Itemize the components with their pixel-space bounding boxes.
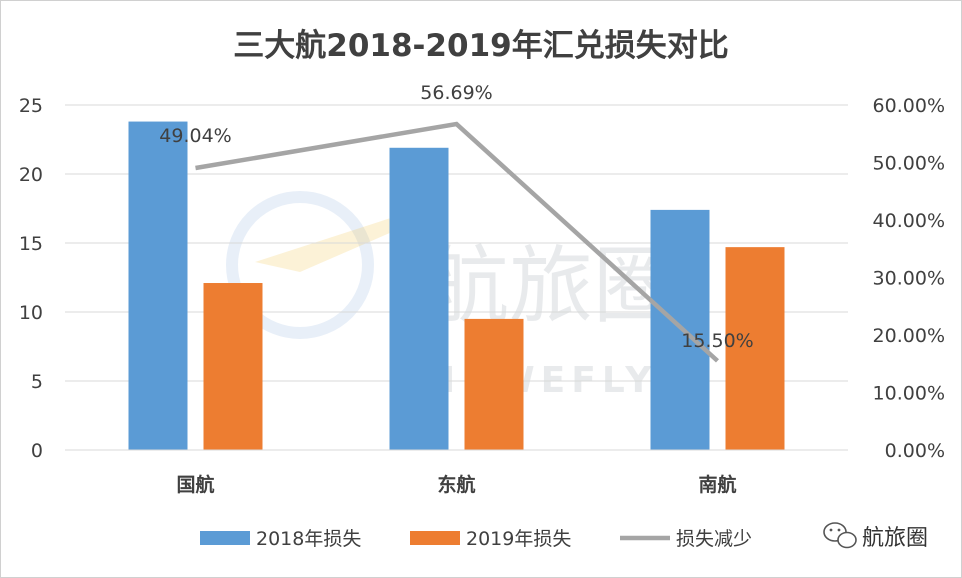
watermark-ring — [226, 191, 374, 339]
data-label: 49.04% — [159, 125, 231, 147]
left-tick-label: 10 — [19, 302, 43, 324]
left-tick-label: 20 — [19, 164, 43, 186]
category-label: 国航 — [176, 473, 214, 496]
right-tick-label: 30.00% — [873, 268, 945, 290]
legend-label: 损失减少 — [676, 528, 752, 550]
bar — [464, 318, 524, 450]
right-axis-ticks: 0.00% 10.00% 20.00% 30.00% 40.00% 50.00% 60.00… — [873, 95, 945, 462]
watermark-logo: 航旅圈 AIRWEFLY — [226, 191, 677, 401]
series-line — [195, 121, 720, 363]
category-label: 南航 — [698, 473, 736, 496]
chart-title: 三大航2018-2019年汇兑损失对比 — [233, 28, 728, 64]
right-tick-label: 20.00% — [873, 325, 945, 347]
right-tick-label: 10.00% — [873, 383, 945, 405]
legend: 2018年损失 2019年损失 损失减少 — [200, 528, 752, 550]
bar-series — [128, 121, 785, 450]
legend-swatch — [410, 531, 460, 545]
brand-mark: 航旅圈 — [823, 522, 928, 551]
left-tick-label: 25 — [19, 95, 43, 117]
gridlines — [65, 104, 848, 382]
wechat-icon — [823, 522, 857, 549]
right-tick-label: 50.00% — [873, 153, 945, 175]
left-tick-label: 0 — [31, 440, 43, 462]
data-label: 56.69% — [420, 82, 492, 104]
category-label: 东航 — [437, 473, 475, 496]
data-label: 15.50% — [681, 330, 753, 352]
legend-label: 2019年损失 — [466, 528, 571, 550]
watermark-chinese: 航旅圈 — [425, 237, 677, 335]
legend-swatch — [200, 531, 250, 545]
bar — [725, 247, 785, 450]
category-labels: 国航 东航 南航 — [176, 473, 736, 496]
legend-label: 2018年损失 — [256, 528, 361, 550]
right-tick-label: 40.00% — [873, 210, 945, 232]
brand-name: 航旅圈 — [862, 526, 928, 551]
left-tick-label: 15 — [19, 233, 43, 255]
bar — [389, 147, 449, 450]
right-tick-label: 0.00% — [885, 440, 945, 462]
bar — [128, 121, 188, 450]
left-tick-label: 5 — [31, 371, 43, 393]
right-tick-label: 60.00% — [873, 95, 945, 117]
bar — [203, 283, 263, 450]
line-series: 49.04% 56.69% 15.50% — [159, 82, 754, 363]
left-axis-ticks: 0 5 10 15 20 25 — [19, 95, 43, 462]
bar — [650, 209, 710, 450]
